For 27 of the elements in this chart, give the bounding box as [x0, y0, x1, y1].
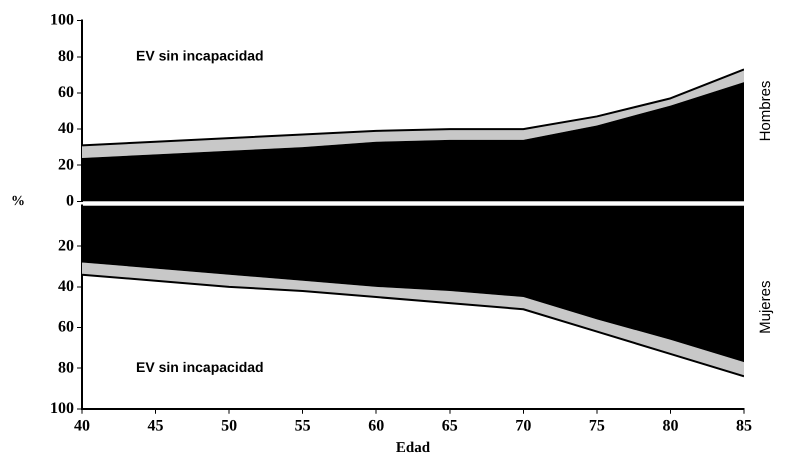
x-tick-label: 55: [294, 418, 311, 435]
y-axis-title: %: [11, 194, 25, 210]
annotation: EV sin incapacidad: [136, 359, 264, 376]
text: Mujeres: [757, 280, 774, 334]
annotation: EV sin incapacidad: [136, 48, 264, 64]
y-tick-label: 20: [58, 237, 74, 254]
x-tick-label: 65: [442, 418, 458, 435]
y-tick-label: 60: [58, 318, 74, 336]
x-tick-label: 75: [588, 418, 605, 435]
y-tick-label: 100: [50, 400, 74, 417]
x-tick-label: 85: [736, 418, 752, 435]
x-axis-title: Edad: [396, 440, 431, 456]
y-tick-label: 60: [58, 84, 74, 102]
text: Hombres: [757, 80, 774, 142]
y-tick-label: 100: [50, 12, 74, 29]
y-tick-label: 0: [66, 192, 74, 210]
x-tick-label: 70: [515, 418, 532, 435]
x-tick-label: 60: [368, 418, 384, 435]
x-tick-label: 45: [148, 418, 164, 435]
y-tick-label: 80: [58, 48, 74, 65]
x-tick-label: 50: [221, 418, 238, 435]
y-tick-label: 40: [58, 278, 74, 296]
x-tick-label: 40: [74, 418, 90, 435]
y-tick-label: 80: [58, 359, 74, 376]
x-tick-label: 80: [662, 418, 678, 435]
y-tick-label: 20: [58, 156, 74, 174]
y-tick-label: 40: [58, 120, 74, 138]
